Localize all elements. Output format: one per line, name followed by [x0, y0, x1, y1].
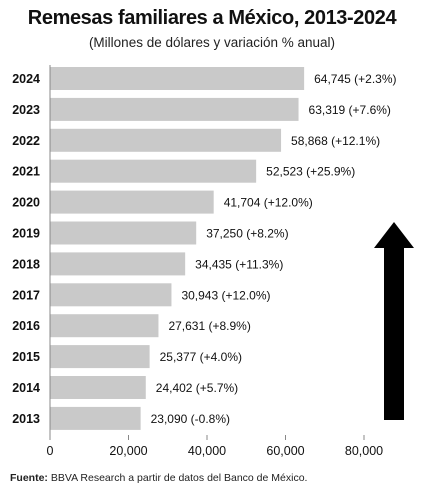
bar-2024: [50, 67, 305, 90]
data-label-2018: 34,435 (+11.3%): [195, 257, 283, 271]
data-label-2023: 63,319 (+7.6%): [309, 103, 391, 117]
labels-layer: 2024 64,745 (+2.3%) 2023 63,319 (+7.6%) 2022…: [12, 72, 396, 426]
data-label-2015: 25,377 (+4.0%): [160, 350, 242, 364]
category-label-2023: 2023: [12, 103, 40, 117]
category-label-2019: 2019: [12, 227, 40, 241]
data-label-2014: 24,402 (+5.7%): [156, 381, 238, 395]
bar-2015: [50, 345, 150, 369]
source-text: BBVA Research a partir de datos del Banc…: [50, 472, 308, 484]
source-note: Fuente: BBVA Research a partir de datos …: [10, 472, 307, 484]
data-label-2013: 23,090 (-0.8%): [151, 412, 230, 426]
upward-arrow-icon-shape: [384, 248, 404, 420]
category-label-2016: 2016: [12, 319, 40, 333]
bar-2023: [50, 97, 299, 121]
data-label-2017: 30,943 (+12.0%): [181, 288, 270, 302]
bar-2014: [50, 376, 146, 399]
data-label-2021: 52,523 (+25.9%): [266, 165, 355, 179]
chart-title: Remesas familiares a México, 2013-2024: [27, 7, 397, 29]
data-label-2019: 37,250 (+8.2%): [206, 227, 288, 241]
category-label-2024: 2024: [12, 72, 40, 86]
category-label-2014: 2014: [12, 381, 40, 395]
x-axis: 0 20,000 40,000 60,000 80,000: [47, 65, 383, 458]
data-label-2022: 58,868 (+12.1%): [291, 134, 380, 148]
category-label-2015: 2015: [12, 350, 40, 364]
bar-2016: [50, 314, 159, 338]
source-label: Fuente:: [10, 472, 48, 484]
x-tick-label: 60,000: [266, 444, 304, 458]
bar-2019: [50, 221, 197, 245]
upward-arrow-icon: [374, 222, 414, 420]
data-label-2016: 27,631 (+8.9%): [168, 319, 250, 333]
upward-arrow-icon-head: [374, 222, 414, 248]
bar-2018: [50, 252, 186, 276]
category-label-2021: 2021: [12, 165, 40, 179]
category-label-2018: 2018: [12, 257, 40, 271]
data-label-2020: 41,704 (+12.0%): [224, 196, 313, 210]
bars-layer: [50, 67, 305, 430]
bar-2017: [50, 283, 172, 307]
category-label-2020: 2020: [12, 196, 40, 210]
data-label-2024: 64,745 (+2.3%): [314, 72, 396, 86]
chart-subtitle: (Millones de dólares y variación % anual…: [88, 35, 336, 50]
bar-2021: [50, 159, 257, 183]
x-tick-label: 80,000: [345, 444, 383, 458]
x-tick-label: 40,000: [188, 444, 226, 458]
bar-2020: [50, 190, 214, 214]
bar-2013: [50, 406, 141, 430]
category-label-2017: 2017: [12, 288, 40, 302]
bar-2022: [50, 128, 282, 152]
x-tick-label: 0: [47, 444, 54, 458]
category-label-2022: 2022: [12, 134, 40, 148]
x-tick-label: 20,000: [109, 444, 147, 458]
category-label-2013: 2013: [12, 412, 40, 426]
